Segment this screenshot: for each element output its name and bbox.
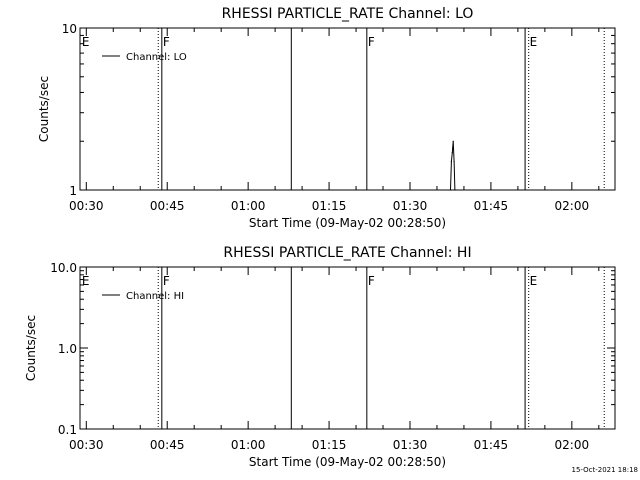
chart-title: RHESSI PARTICLE_RATE Channel: HI	[223, 245, 471, 261]
x-tick-label: 00:45	[150, 438, 185, 452]
y-tick-label: 1	[69, 184, 77, 198]
y-tick-label: 10.0	[50, 261, 77, 275]
data-point	[450, 160, 452, 163]
data-point	[449, 189, 452, 191]
flag-marker-label: E	[530, 274, 538, 288]
data-point	[452, 140, 454, 142]
x-tick-label: 00:30	[69, 199, 104, 213]
y-axis-label: Counts/sec	[24, 315, 38, 381]
flag-marker-label: E	[530, 35, 538, 49]
x-tick-label: 00:30	[69, 438, 104, 452]
flag-marker-label: F	[368, 35, 375, 49]
lo-channel-panel: RHESSI PARTICLE_RATE Channel: LO 00:30 00:…	[37, 6, 616, 230]
x-tick-label: 01:30	[393, 438, 428, 452]
data-point	[453, 160, 455, 163]
series-line	[450, 141, 456, 191]
x-tick-label: 01:00	[231, 199, 266, 213]
x-tick-label: 00:45	[150, 199, 185, 213]
y-tick-label: 1.0	[58, 342, 77, 356]
flag-marker-label: E	[82, 274, 90, 288]
legend-entry: Channel: HI	[126, 291, 184, 302]
data-point	[451, 152, 453, 154]
flag-marker-label: E	[82, 35, 90, 49]
x-axis-label: Start Time (09-May-02 00:28:50)	[249, 455, 446, 469]
x-tick-label: 02:00	[555, 438, 590, 452]
y-axis-label: Counts/sec	[37, 76, 51, 142]
x-tick-label: 01:15	[312, 438, 347, 452]
chart-title: RHESSI PARTICLE_RATE Channel: LO	[222, 6, 474, 22]
plot-frame	[79, 27, 616, 191]
legend-entry: Channel: LO	[126, 52, 187, 63]
x-axis-label: Start Time (09-May-02 00:28:50)	[249, 216, 446, 230]
data-point	[454, 189, 456, 191]
x-tick-label: 01:00	[231, 438, 266, 452]
x-tick-label: 01:15	[312, 199, 347, 213]
hi-channel-panel: RHESSI PARTICLE_RATE Channel: HI 00:30 00:…	[24, 245, 616, 469]
flag-marker-label: F	[163, 35, 170, 49]
footer-timestamp: 15-Oct-2021 18:18	[571, 466, 638, 474]
flag-marker-label: F	[163, 274, 170, 288]
y-tick-label: 0.1	[58, 423, 77, 437]
x-tick-label: 02:00	[555, 199, 590, 213]
y-tick-label: 10	[62, 22, 77, 36]
x-tick-label: 01:45	[474, 438, 509, 452]
x-tick-label: 01:45	[474, 199, 509, 213]
flag-marker-label: F	[368, 274, 375, 288]
x-tick-label: 01:30	[393, 199, 428, 213]
